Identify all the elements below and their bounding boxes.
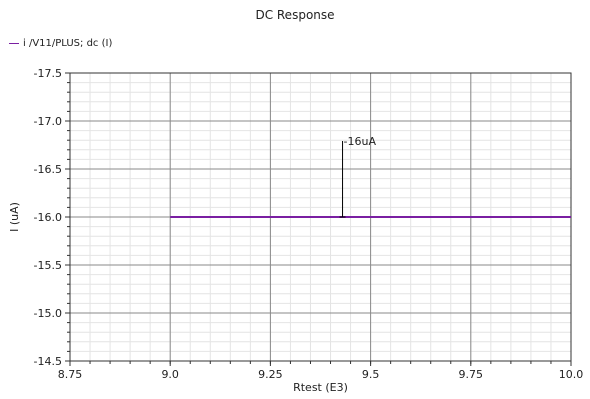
x-tick-label: 10.0: [559, 368, 584, 381]
x-tick-label: 9.0: [161, 368, 179, 381]
marker-label: -16uA: [344, 135, 377, 148]
legend-swatch: [9, 43, 19, 44]
annotations: -16uA: [339, 135, 377, 218]
y-tick-label: -17.0: [34, 115, 62, 128]
legend[interactable]: i /V11/PLUS; dc (I): [9, 38, 112, 49]
y-tick-label: -17.5: [34, 67, 62, 80]
y-tick-label: -16.5: [34, 163, 62, 176]
y-tick-label: -15.0: [34, 307, 62, 320]
y-tick-label: -14.5: [34, 355, 62, 368]
y-tick-label: -16.0: [34, 211, 62, 224]
x-tick-label: 8.75: [58, 368, 83, 381]
x-ticks: 8.75 9.0 9.25 9.5 9.75 10.0: [58, 361, 584, 381]
legend-label: i /V11/PLUS; dc (I): [23, 38, 113, 49]
x-axis-label: Rtest (E3): [293, 381, 348, 394]
y-ticks: -17.5 -17.0 -16.5 -16.0 -15.5 -15.0 -14.5: [34, 67, 70, 368]
y-axis-label: I (uA): [8, 202, 21, 232]
x-tick-label: 9.25: [258, 368, 283, 381]
chart-title: DC Response: [255, 8, 335, 22]
x-tick-label: 9.5: [362, 368, 380, 381]
y-tick-label: -15.5: [34, 259, 62, 272]
x-tick-label: 9.75: [459, 368, 484, 381]
